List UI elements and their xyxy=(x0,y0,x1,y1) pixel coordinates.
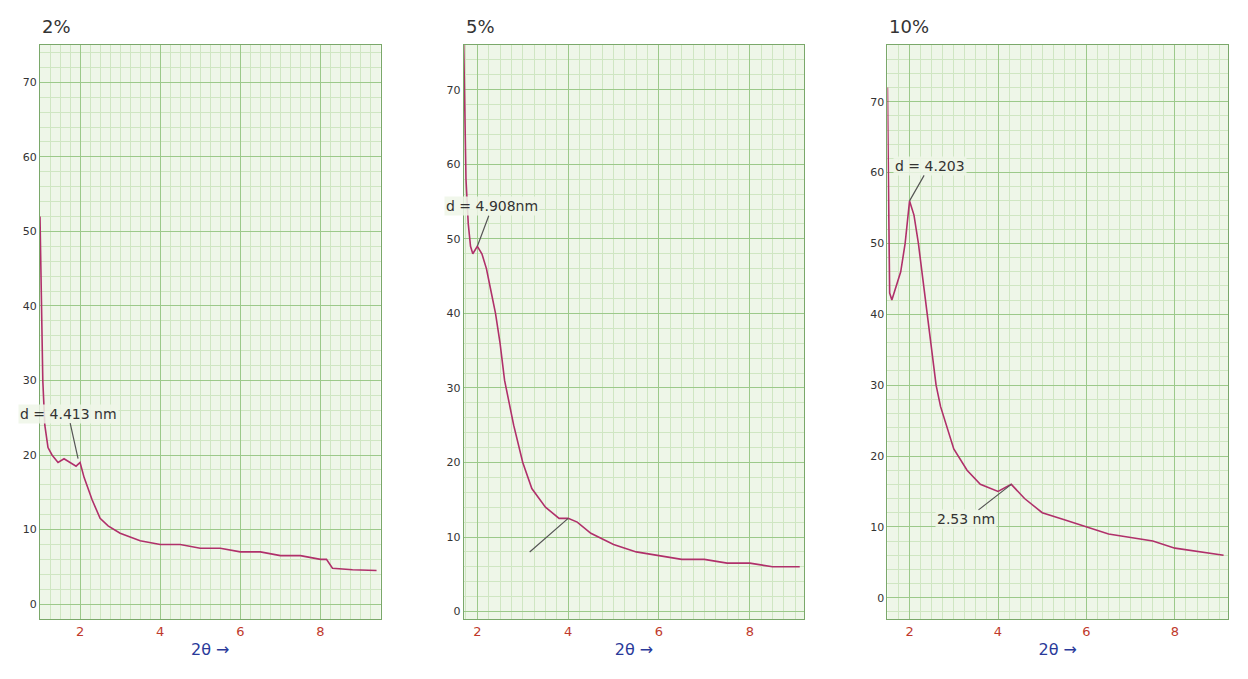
svg-text:40: 40 xyxy=(870,308,884,321)
svg-text:0: 0 xyxy=(30,598,37,611)
svg-text:70: 70 xyxy=(870,96,884,109)
svg-text:70: 70 xyxy=(23,76,37,89)
svg-text:10: 10 xyxy=(870,521,884,534)
svg-text:2: 2 xyxy=(905,624,913,639)
svg-text:2θ →: 2θ → xyxy=(191,640,229,659)
svg-text:4: 4 xyxy=(156,624,164,639)
svg-text:0: 0 xyxy=(877,592,884,605)
svg-text:4: 4 xyxy=(564,624,572,639)
svg-text:30: 30 xyxy=(447,382,461,395)
svg-text:50: 50 xyxy=(23,225,37,238)
svg-text:6: 6 xyxy=(1082,624,1090,639)
svg-text:60: 60 xyxy=(23,151,37,164)
svg-text:20: 20 xyxy=(23,449,37,462)
svg-text:50: 50 xyxy=(447,233,461,246)
svg-text:2θ →: 2θ → xyxy=(615,640,653,659)
svg-text:60: 60 xyxy=(447,158,461,171)
svg-text:2θ →: 2θ → xyxy=(1038,640,1076,659)
svg-text:30: 30 xyxy=(23,374,37,387)
svg-text:2: 2 xyxy=(473,624,481,639)
svg-text:40: 40 xyxy=(447,307,461,320)
svg-text:10%: 10% xyxy=(889,16,929,37)
svg-text:d = 4.413 nm: d = 4.413 nm xyxy=(20,406,117,422)
svg-text:30: 30 xyxy=(870,379,884,392)
svg-text:6: 6 xyxy=(236,624,244,639)
svg-text:10: 10 xyxy=(23,523,37,536)
svg-text:0: 0 xyxy=(454,605,461,618)
svg-text:70: 70 xyxy=(447,84,461,97)
svg-text:60: 60 xyxy=(870,166,884,179)
svg-text:10: 10 xyxy=(447,531,461,544)
svg-text:d = 4.203: d = 4.203 xyxy=(895,158,965,174)
svg-text:20: 20 xyxy=(870,450,884,463)
svg-text:50: 50 xyxy=(870,237,884,250)
svg-text:2%: 2% xyxy=(42,16,71,37)
svg-text:d = 4.908nm: d = 4.908nm xyxy=(446,198,538,214)
svg-text:4: 4 xyxy=(994,624,1002,639)
svg-text:8: 8 xyxy=(746,624,754,639)
svg-text:2.53 nm: 2.53 nm xyxy=(937,511,995,527)
svg-text:5%: 5% xyxy=(466,16,495,37)
svg-text:6: 6 xyxy=(655,624,663,639)
svg-text:8: 8 xyxy=(316,624,324,639)
svg-text:20: 20 xyxy=(447,456,461,469)
svg-text:40: 40 xyxy=(23,300,37,313)
svg-text:8: 8 xyxy=(1171,624,1179,639)
svg-text:2: 2 xyxy=(76,624,84,639)
